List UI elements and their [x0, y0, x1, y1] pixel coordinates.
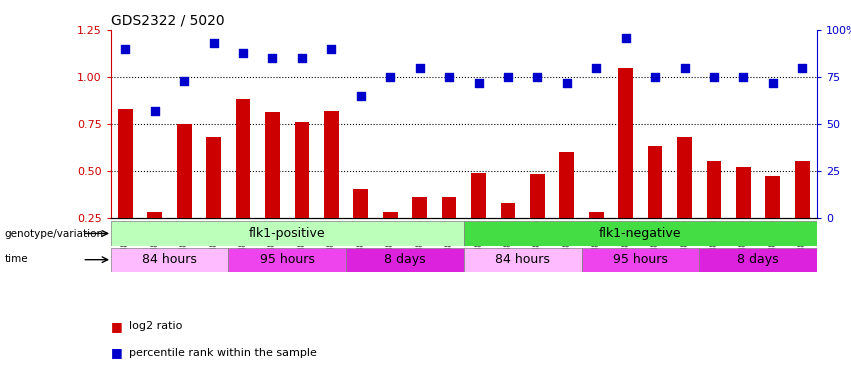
Text: 84 hours: 84 hours	[142, 253, 197, 266]
Point	[677, 64, 691, 70]
Bar	[236, 99, 250, 218]
Text: flk1-positive: flk1-positive	[248, 227, 326, 240]
Text: log2 ratio: log2 ratio	[129, 321, 183, 331]
Text: ■: ■	[111, 346, 127, 359]
Bar	[464, 248, 581, 272]
Bar	[111, 248, 228, 272]
Text: ■: ■	[111, 320, 127, 333]
Point	[766, 80, 780, 86]
Point	[295, 55, 309, 61]
Bar	[581, 248, 700, 272]
Bar	[177, 124, 191, 218]
Bar	[147, 212, 163, 217]
Text: 95 hours: 95 hours	[613, 253, 668, 266]
Bar	[500, 202, 516, 217]
Bar	[765, 176, 780, 218]
Bar	[412, 197, 427, 217]
Point	[207, 40, 220, 46]
Bar	[266, 112, 280, 218]
Point	[354, 93, 368, 99]
Bar	[677, 137, 692, 218]
Point	[148, 108, 162, 114]
Point	[266, 55, 279, 61]
Text: genotype/variation: genotype/variation	[4, 230, 103, 239]
Point	[384, 74, 397, 80]
Bar	[471, 172, 486, 217]
Text: time: time	[4, 255, 28, 264]
Point	[324, 46, 338, 52]
Bar	[736, 167, 751, 218]
Point	[707, 74, 721, 80]
Bar	[294, 122, 309, 218]
Bar	[206, 137, 221, 218]
Point	[237, 50, 250, 55]
Bar	[619, 68, 633, 218]
Point	[560, 80, 574, 86]
Point	[648, 74, 662, 80]
Point	[177, 78, 191, 84]
Point	[619, 34, 632, 40]
Text: flk1-negative: flk1-negative	[599, 227, 682, 240]
Text: 95 hours: 95 hours	[260, 253, 315, 266]
Text: 8 days: 8 days	[737, 253, 779, 266]
Bar	[795, 161, 809, 218]
Text: GDS2322 / 5020: GDS2322 / 5020	[111, 13, 225, 27]
Bar	[346, 248, 464, 272]
Point	[501, 74, 515, 80]
Point	[443, 74, 456, 80]
Bar	[589, 212, 603, 217]
Bar	[442, 197, 456, 217]
Bar	[111, 221, 464, 246]
Point	[530, 74, 544, 80]
Bar	[353, 189, 368, 217]
Bar	[383, 212, 397, 217]
Bar	[648, 146, 662, 218]
Bar	[706, 161, 722, 218]
Point	[737, 74, 751, 80]
Text: 84 hours: 84 hours	[495, 253, 550, 266]
Point	[796, 64, 809, 70]
Point	[471, 80, 485, 86]
Bar	[700, 248, 817, 272]
Text: 8 days: 8 days	[384, 253, 426, 266]
Text: percentile rank within the sample: percentile rank within the sample	[129, 348, 317, 357]
Bar	[559, 152, 574, 217]
Bar	[324, 111, 339, 218]
Bar	[228, 248, 346, 272]
Bar	[118, 109, 133, 217]
Point	[118, 46, 132, 52]
Point	[413, 64, 426, 70]
Bar	[530, 174, 545, 217]
Point	[590, 64, 603, 70]
Bar	[464, 221, 817, 246]
